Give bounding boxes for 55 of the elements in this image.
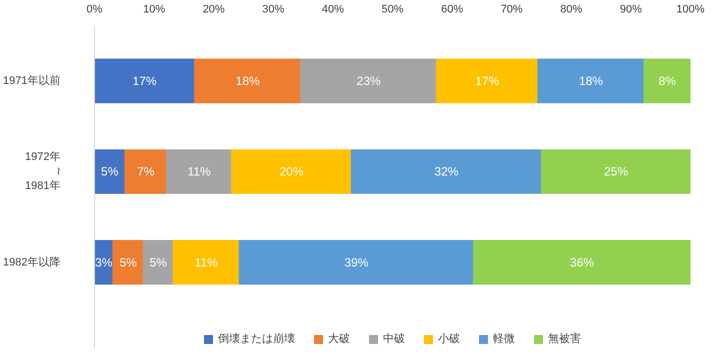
x-tick-label: 60% xyxy=(441,4,464,16)
bar xyxy=(473,240,690,285)
bar xyxy=(541,149,690,194)
data-label: 17% xyxy=(132,74,157,88)
y-tick-label: 1972年 ≀ 1981年 xyxy=(25,151,61,192)
x-tick-label: 90% xyxy=(620,4,642,16)
x-tick-label: 40% xyxy=(322,4,344,16)
legend-label: 無被害 xyxy=(548,332,581,346)
x-tick-label: 70% xyxy=(500,4,523,16)
data-label: 5% xyxy=(120,255,138,270)
legend-label: 小破 xyxy=(438,332,460,346)
data-label: 11% xyxy=(188,164,211,179)
data-label: 25% xyxy=(604,164,628,179)
x-tick-label: 100% xyxy=(676,4,705,16)
bar xyxy=(166,149,232,194)
data-label: 11% xyxy=(194,255,218,270)
y-tick-label: 1982年以降 xyxy=(3,255,61,268)
bar xyxy=(300,58,438,104)
data-label: 7% xyxy=(137,164,155,179)
data-label: 3% xyxy=(95,255,113,270)
legend-label: 大破 xyxy=(328,332,350,346)
bar xyxy=(112,240,144,285)
data-label: 8% xyxy=(658,74,676,88)
bar xyxy=(238,240,474,285)
data-label: 39% xyxy=(344,255,369,270)
data-label: 20% xyxy=(279,164,304,179)
data-label: 17% xyxy=(475,74,500,88)
bar xyxy=(94,149,126,194)
bar xyxy=(94,58,196,104)
x-tick-label: 50% xyxy=(381,4,404,16)
y-tick-label: 1971年以前 xyxy=(3,74,61,87)
data-label: 18% xyxy=(236,74,260,88)
legend-label: 軽微 xyxy=(493,332,515,346)
bar xyxy=(231,149,352,194)
bar xyxy=(436,58,538,104)
data-label: 36% xyxy=(570,255,594,270)
bar xyxy=(142,240,174,285)
data-label: 5% xyxy=(150,255,168,270)
bar xyxy=(124,149,168,194)
bar xyxy=(644,58,690,104)
data-label: 23% xyxy=(356,74,381,88)
data-label: 18% xyxy=(578,74,604,88)
data-label: 32% xyxy=(434,164,459,179)
x-tick-label: 80% xyxy=(560,4,583,16)
x-tick-label: 30% xyxy=(262,4,285,16)
legend-label: 中破 xyxy=(383,332,405,346)
x-tick-label: 0% xyxy=(86,4,103,16)
bar xyxy=(172,240,240,285)
x-tick-label: 10% xyxy=(143,4,166,16)
bar xyxy=(537,58,645,104)
bar xyxy=(194,58,302,104)
x-tick-label: 20% xyxy=(202,4,225,16)
legend-label: 倒壊または崩壊 xyxy=(218,332,295,346)
data-label: 5% xyxy=(101,164,119,179)
bar xyxy=(350,149,542,194)
